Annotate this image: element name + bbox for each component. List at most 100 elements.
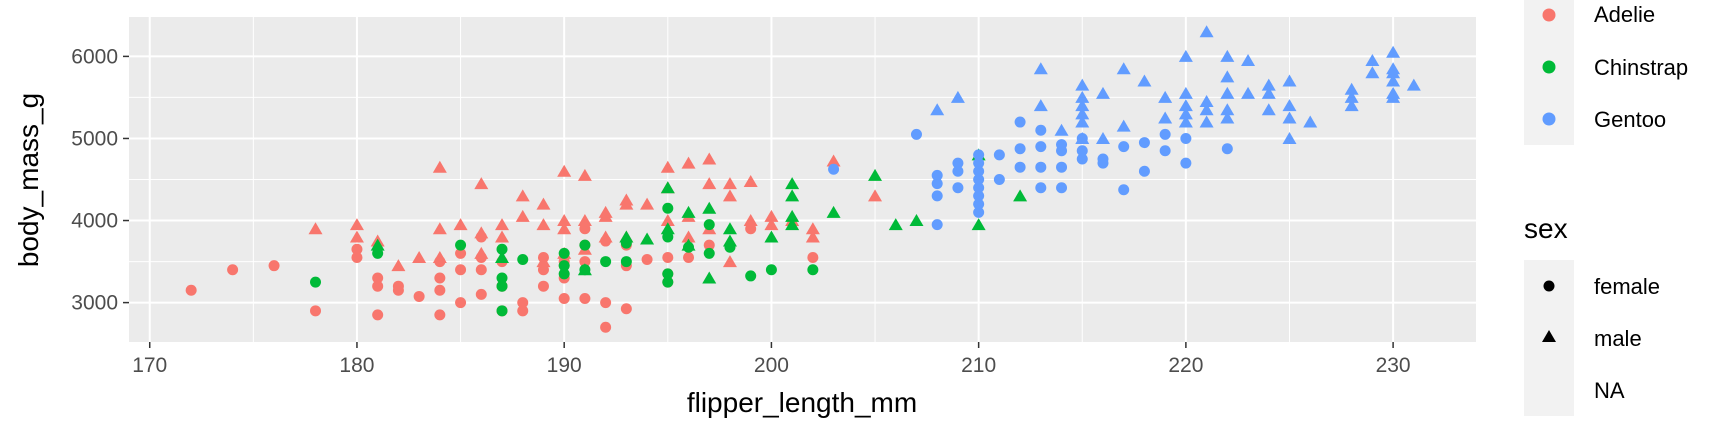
- chinstrap-male-point: [702, 271, 717, 284]
- adelie-male-point: [515, 189, 530, 202]
- gentoo-male-point: [1199, 25, 1214, 38]
- adelie-female-point: [703, 239, 715, 251]
- chinstrap-male-point: [826, 205, 841, 218]
- gentoo-female-point: [952, 157, 964, 169]
- adelie-male-point: [764, 218, 779, 231]
- gentoo-male-point: [1220, 86, 1235, 99]
- adelie-male-point: [453, 218, 468, 231]
- chinstrap-female-point: [455, 239, 467, 251]
- gentoo-male-point: [1033, 99, 1048, 112]
- adelie-male-point: [495, 218, 510, 231]
- gentoo-female-point: [828, 163, 840, 175]
- adelie-male-point: [805, 230, 820, 243]
- gentoo-female-point: [973, 198, 985, 210]
- chinstrap-male-point: [577, 263, 592, 276]
- gentoo-male-point: [1386, 74, 1401, 87]
- gentoo-female-point: [973, 190, 985, 202]
- gentoo-female-point: [1056, 182, 1068, 194]
- legend-gentoo-label: Gentoo: [1594, 107, 1666, 132]
- x-tick-label: 170: [132, 354, 167, 377]
- gentoo-female-point: [952, 182, 964, 194]
- gentoo-female-point: [1138, 137, 1150, 149]
- gentoo-male-point: [1199, 103, 1214, 116]
- adelie-female-point: [227, 264, 239, 276]
- chinstrap-female-point: [662, 268, 674, 280]
- chinstrap-female-point: [620, 256, 632, 268]
- gentoo-male-point: [1075, 78, 1090, 91]
- data-points: [185, 25, 1421, 333]
- gentoo-male-point: [1241, 53, 1256, 66]
- adelie-male-point: [536, 197, 551, 210]
- chinstrap-female-point: [765, 264, 777, 276]
- x-axis-title: flipper_length_mm: [687, 387, 917, 418]
- adelie-female-point: [185, 284, 197, 296]
- chinstrap-female-point: [600, 256, 612, 268]
- gentoo-male-point: [1344, 99, 1359, 112]
- adelie-male-point: [660, 160, 675, 173]
- chinstrap-male-point: [764, 230, 779, 243]
- gentoo-male-point: [1075, 99, 1090, 112]
- y-axis: 3000 4000 5000 6000: [71, 45, 129, 315]
- gentoo-female-point: [973, 165, 985, 177]
- adelie-male-point: [640, 197, 655, 210]
- adelie-female-point: [392, 284, 404, 296]
- gentoo-female-point: [1180, 132, 1192, 144]
- legend-adelie-key: [1542, 8, 1556, 22]
- gentoo-male-point: [1033, 62, 1048, 75]
- adelie-male-point: [308, 222, 323, 235]
- gentoo-female-point: [973, 149, 985, 161]
- adelie-male-point: [681, 156, 696, 169]
- chinstrap-male-point: [640, 232, 655, 245]
- adelie-male-point: [598, 230, 613, 243]
- adelie-male-point: [349, 230, 364, 243]
- chinstrap-female-point: [517, 254, 529, 266]
- adelie-male-point: [722, 177, 737, 190]
- chinstrap-male-point: [971, 218, 986, 231]
- adelie-male-point: [619, 193, 634, 206]
- gentoo-male-point: [1137, 74, 1152, 87]
- adelie-female-point: [455, 247, 467, 259]
- chinstrap-male-point: [785, 209, 800, 222]
- legend-female-label: female: [1594, 274, 1660, 299]
- gentoo-male-point: [1158, 90, 1173, 103]
- adelie-male-point: [681, 230, 696, 243]
- chinstrap-female-point: [558, 260, 570, 272]
- gentoo-female-point: [973, 206, 985, 218]
- gentoo-female-point: [1014, 116, 1026, 128]
- legend-sex-title: sex: [1524, 213, 1568, 244]
- chinstrap-male-point: [722, 234, 737, 247]
- adelie-male-point: [557, 214, 572, 227]
- gentoo-male-point: [1365, 53, 1380, 66]
- adelie-male-point: [474, 246, 489, 259]
- gentoo-female-point: [1138, 165, 1150, 177]
- y-tick-label: 5000: [71, 127, 118, 150]
- gentoo-male-point: [1075, 107, 1090, 120]
- gentoo-female-point: [1118, 184, 1130, 196]
- adelie-male-point: [474, 177, 489, 190]
- adelie-female-point: [434, 272, 446, 284]
- adelie-male-point: [557, 164, 572, 177]
- y-tick-label: 3000: [71, 292, 118, 315]
- gentoo-male-point: [1178, 86, 1193, 99]
- gentoo-male-point: [1054, 123, 1069, 136]
- chinstrap-female-point: [496, 280, 508, 292]
- adelie-female-point: [434, 309, 446, 321]
- gentoo-male-point: [1220, 103, 1235, 116]
- gentoo-male-point: [1220, 111, 1235, 124]
- gentoo-male-point: [1095, 131, 1110, 144]
- legend-adelie-label: Adelie: [1594, 2, 1655, 27]
- legend-na-label: NA: [1594, 378, 1625, 403]
- adelie-male-point: [722, 189, 737, 202]
- gentoo-male-point: [1261, 78, 1276, 91]
- adelie-female-point: [351, 251, 363, 263]
- adelie-female-point: [807, 251, 819, 263]
- adelie-female-point: [600, 321, 612, 333]
- adelie-male-point: [660, 214, 675, 227]
- gentoo-female-point: [1035, 124, 1047, 136]
- y-axis-title: body_mass_g: [13, 93, 44, 267]
- legend-gentoo-key: [1542, 112, 1556, 126]
- gentoo-male-point: [930, 103, 945, 116]
- chinstrap-male-point: [681, 205, 696, 218]
- gentoo-female-point: [931, 169, 943, 181]
- adelie-male-point: [474, 226, 489, 239]
